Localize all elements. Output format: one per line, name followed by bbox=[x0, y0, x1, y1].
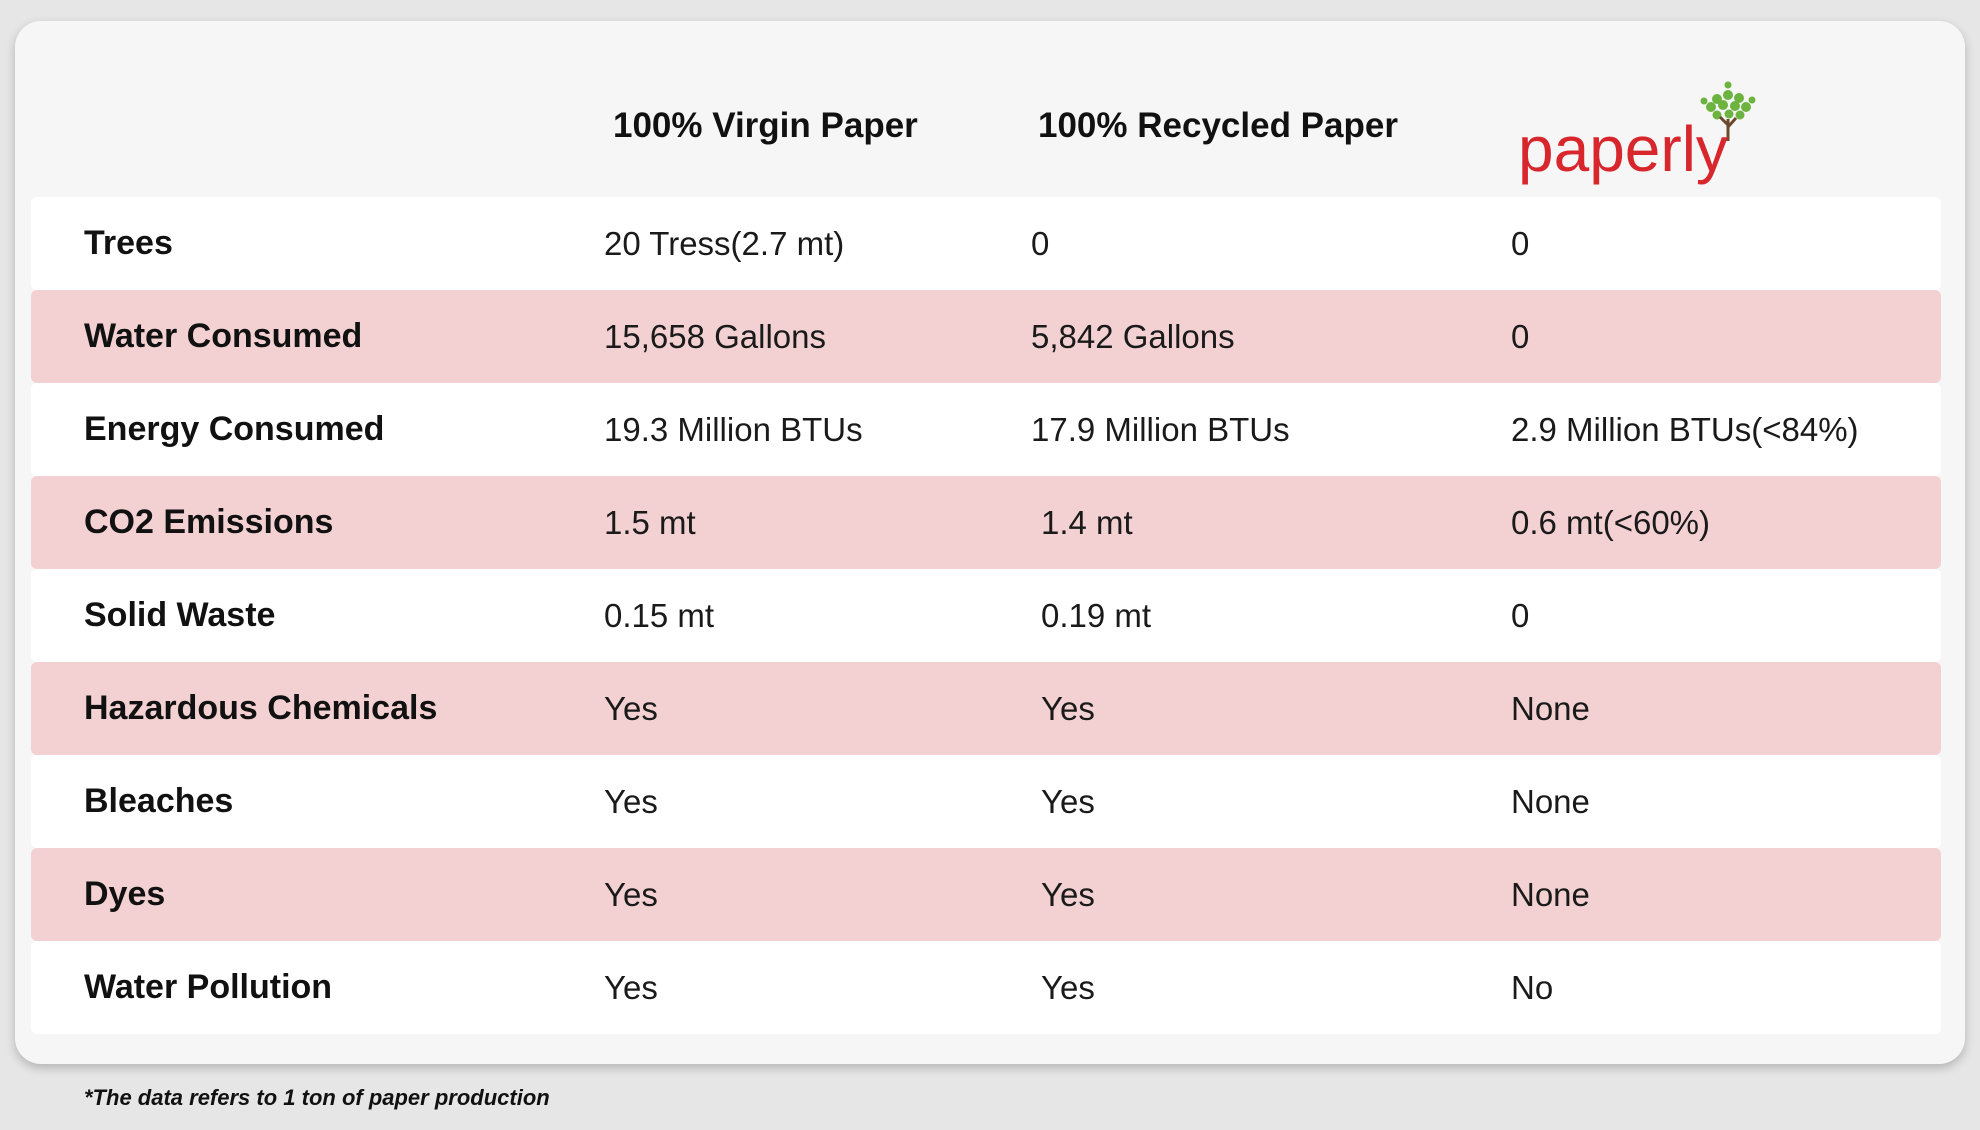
table-row: Energy Consumed 19.3 Million BTUs 17.9 M… bbox=[31, 383, 1941, 476]
virgin-value: Yes bbox=[604, 783, 658, 820]
recycled-value: 0.19 mt bbox=[1041, 597, 1152, 634]
paperly-value: None bbox=[1511, 690, 1590, 727]
row-label: Bleaches bbox=[84, 782, 234, 820]
table-row: Hazardous Chemicals Yes Yes None bbox=[31, 662, 1941, 755]
row-label: CO2 Emissions bbox=[84, 503, 334, 541]
recycled-value: Yes bbox=[1041, 876, 1095, 913]
paperly-value: None bbox=[1511, 876, 1590, 913]
comparison-card: 100% Virgin Paper 100% Recycled Paper pa… bbox=[15, 21, 1965, 1064]
footnote: *The data refers to 1 ton of paper produ… bbox=[84, 1085, 550, 1110]
table-row: CO2 Emissions 1.5 mt 1.4 mt 0.6 mt(<60%) bbox=[31, 476, 1941, 569]
column-header-recycled: 100% Recycled Paper bbox=[1038, 106, 1398, 145]
paperly-value: None bbox=[1511, 783, 1590, 820]
recycled-value: Yes bbox=[1041, 690, 1095, 727]
paperly-value: 0 bbox=[1511, 318, 1530, 355]
row-label: Water Pollution bbox=[84, 968, 333, 1006]
table-row: Trees 20 Tress(2.7 mt) 0 0 bbox=[31, 197, 1941, 290]
table-row: Water Pollution Yes Yes No bbox=[31, 941, 1941, 1034]
virgin-value: 0.15 mt bbox=[604, 597, 715, 634]
virgin-value: Yes bbox=[604, 690, 658, 727]
paperly-value: 0 bbox=[1511, 597, 1530, 634]
table-row: Dyes Yes Yes None bbox=[31, 848, 1941, 941]
row-label: Trees bbox=[84, 224, 173, 262]
table-header: 100% Virgin Paper 100% Recycled Paper pa… bbox=[15, 21, 1965, 197]
row-label: Solid Waste bbox=[84, 596, 276, 634]
virgin-value: Yes bbox=[604, 969, 658, 1006]
paperly-logo: paperly bbox=[1518, 71, 1788, 196]
recycled-value: 1.4 mt bbox=[1041, 504, 1133, 541]
row-label: Water Consumed bbox=[84, 317, 363, 355]
virgin-value: 1.5 mt bbox=[604, 504, 696, 541]
paperly-value: 0.6 mt(<60%) bbox=[1511, 504, 1710, 541]
virgin-value: 19.3 Million BTUs bbox=[604, 411, 863, 448]
recycled-value: 0 bbox=[1031, 225, 1050, 262]
row-label: Dyes bbox=[84, 875, 166, 913]
recycled-value: 17.9 Million BTUs bbox=[1031, 411, 1290, 448]
recycled-value: Yes bbox=[1041, 969, 1095, 1006]
virgin-value: Yes bbox=[604, 876, 658, 913]
table-row: Solid Waste 0.15 mt 0.19 mt 0 bbox=[31, 569, 1941, 662]
paperly-value: 0 bbox=[1511, 225, 1530, 262]
table-row: Bleaches Yes Yes None bbox=[31, 755, 1941, 848]
virgin-value: 20 Tress(2.7 mt) bbox=[604, 225, 845, 262]
table-row: Water Consumed 15,658 Gallons 5,842 Gall… bbox=[31, 290, 1941, 383]
virgin-value: 15,658 Gallons bbox=[604, 318, 826, 355]
paperly-logo-icon: paperly bbox=[1518, 81, 1756, 185]
paperly-value: No bbox=[1511, 969, 1554, 1006]
recycled-value: 5,842 Gallons bbox=[1031, 318, 1235, 355]
paperly-value: 2.9 Million BTUs(<84%) bbox=[1511, 411, 1859, 448]
column-header-virgin: 100% Virgin Paper bbox=[613, 106, 918, 145]
recycled-value: Yes bbox=[1041, 783, 1095, 820]
comparison-table: Trees 20 Tress(2.7 mt) 0 0 Water Consume… bbox=[31, 197, 1941, 1034]
row-label: Energy Consumed bbox=[84, 410, 385, 448]
paperly-logo-text: paperly bbox=[1518, 113, 1728, 185]
row-label: Hazardous Chemicals bbox=[84, 689, 438, 727]
